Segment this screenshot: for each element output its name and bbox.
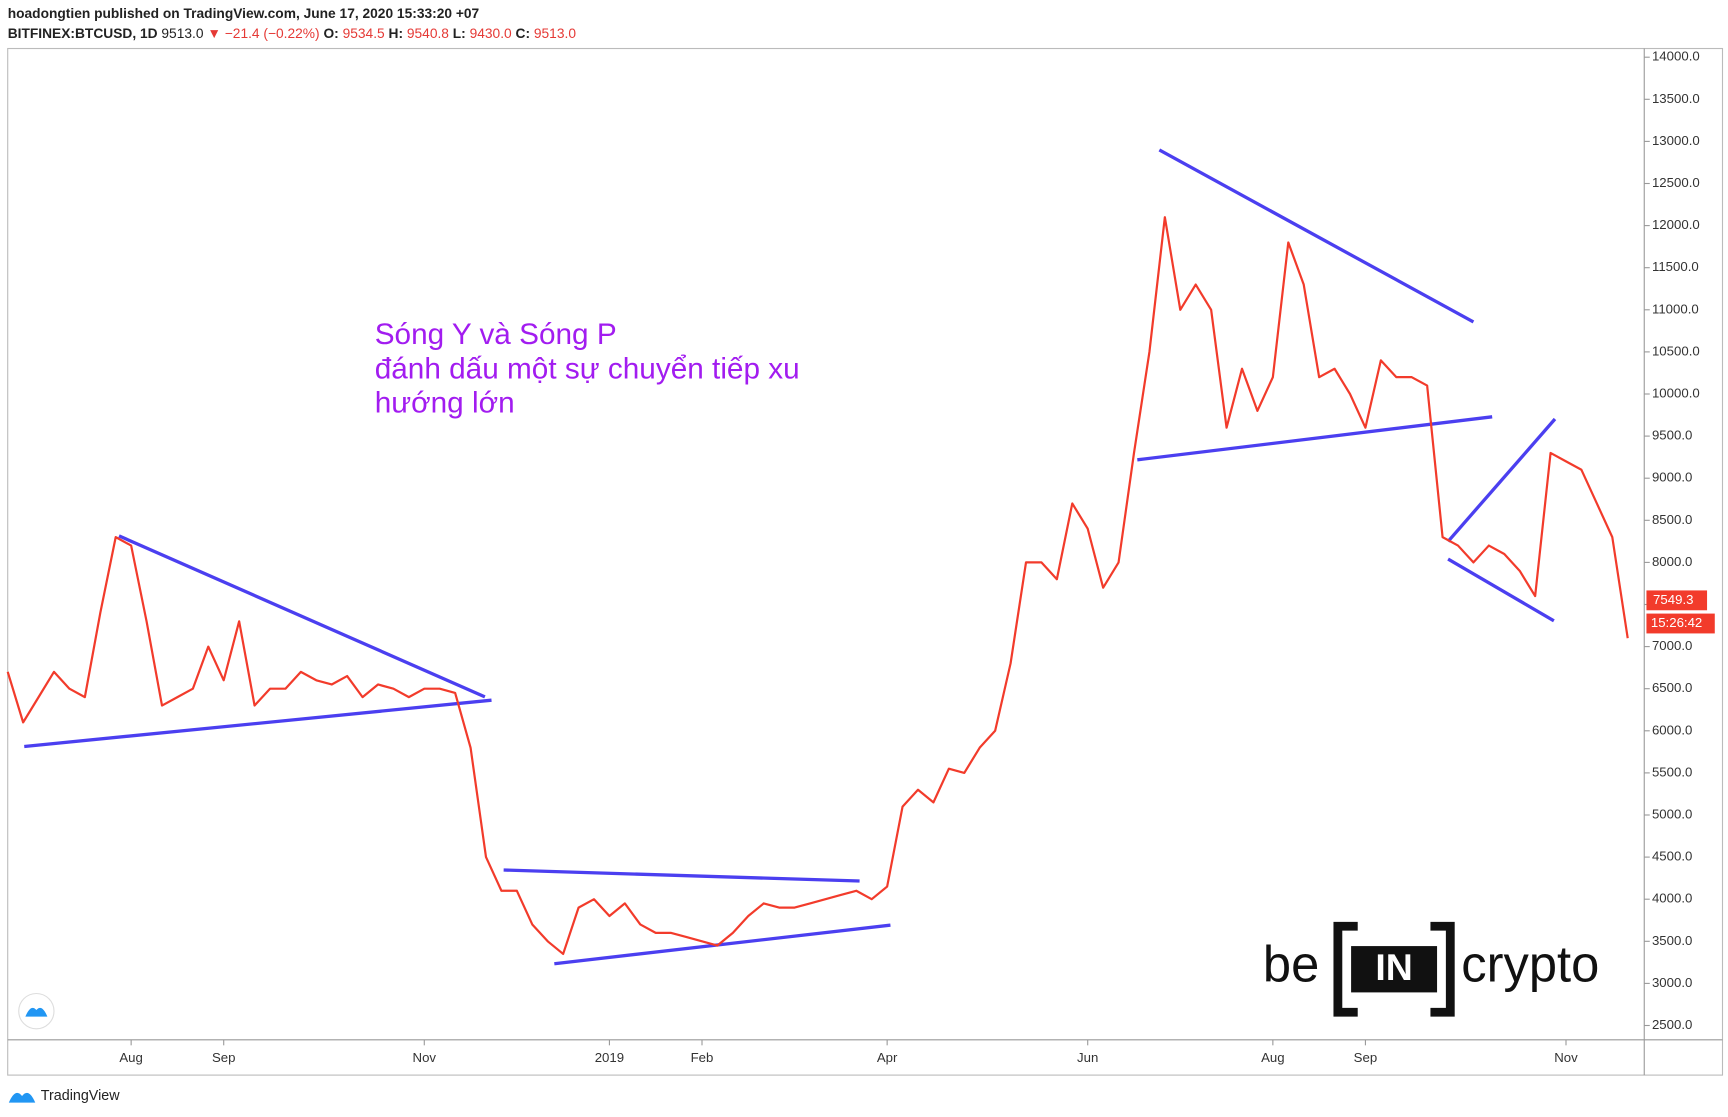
y-tick-label: 8500.0	[1652, 512, 1692, 527]
y-tick-label: 11500.0	[1652, 259, 1699, 274]
timer-label: 15:26:42	[1651, 615, 1702, 630]
y-tick-label: 10500.0	[1652, 343, 1700, 358]
x-tick-label: Sep	[1354, 1050, 1378, 1065]
change: ▼ −21.4 (−0.22%)	[207, 26, 319, 41]
x-tick-label: Feb	[691, 1050, 714, 1065]
beincrypto-logo: be IN crypto	[1263, 921, 1599, 1017]
x-tick-label: Nov	[1554, 1050, 1578, 1065]
y-tick-label: 4000.0	[1652, 891, 1692, 906]
x-tick-label: 2019	[595, 1050, 624, 1065]
last-price-marker	[1646, 590, 1708, 611]
footer-icon	[8, 1092, 36, 1103]
y-tick-label: 6500.0	[1652, 680, 1692, 695]
trend-lines	[24, 148, 1557, 966]
annotation-line: đánh dấu một sự chuyển tiếp xu	[375, 352, 800, 385]
y-tick-label: 13000.0	[1652, 133, 1700, 148]
y-tick-label: 3000.0	[1652, 975, 1692, 990]
chart-frame	[7, 47, 1724, 1076]
logo-text: IN	[1375, 946, 1412, 988]
x-tick-label: Aug	[1261, 1050, 1285, 1065]
ohlc-label: H:	[389, 26, 404, 41]
y-tick-label: 10000.0	[1652, 385, 1700, 400]
last-price-label: 7549.3	[1653, 592, 1693, 607]
y-tick-label: 8000.0	[1652, 554, 1692, 569]
ohlc-value: 9513.0	[534, 26, 576, 41]
symbol-legend: BITFINEX:BTCUSD, 1D 9513.0 ▼ −21.4 (−0.2…	[8, 26, 577, 41]
y-tick-label: 9500.0	[1652, 428, 1692, 443]
ohlc-value: 9540.8	[407, 26, 449, 41]
symbol-info: BITFINEX:BTCUSD, 1D 9513.0 ▼ −21.4 (−0.2…	[8, 26, 577, 41]
ohlc-label: O:	[323, 26, 338, 41]
trend-line	[1446, 417, 1557, 543]
trend-line	[554, 923, 891, 966]
x-tick-label: Nov	[413, 1050, 437, 1065]
ohlc-label: C:	[516, 26, 531, 41]
tv-badge-icon	[25, 1007, 48, 1017]
tv-badge	[18, 992, 55, 1030]
trend-line	[118, 534, 486, 699]
logo-bracket	[1333, 921, 1455, 1017]
trend-line	[503, 868, 860, 883]
x-tick-label: Sep	[212, 1050, 236, 1065]
annotation-line: Sóng Y và Sóng P	[375, 318, 617, 351]
logo-text: be	[1263, 936, 1319, 993]
y-tick-label: 5000.0	[1652, 806, 1692, 821]
publish-info: hoadongtien published on TradingView.com…	[8, 6, 480, 21]
x-tick-label: Aug	[119, 1050, 143, 1065]
ohlc-value: 9430.0	[470, 26, 512, 41]
symbol: BITFINEX:BTCUSD, 1D	[8, 26, 158, 41]
x-tick-label: Apr	[877, 1050, 898, 1065]
footer-brand: TradingView	[41, 1088, 120, 1104]
logo-box	[1351, 946, 1438, 993]
timer-box	[1646, 613, 1715, 634]
y-tick-label: 5500.0	[1652, 764, 1692, 779]
price-line	[6, 216, 1629, 956]
trend-line	[24, 698, 492, 749]
y-tick-label: 6000.0	[1652, 722, 1692, 737]
y-tick-label: 12000.0	[1652, 217, 1700, 232]
trend-line	[1137, 415, 1493, 462]
y-tick-label: 9000.0	[1652, 470, 1692, 485]
y-tick-label: 14000.0	[1652, 49, 1700, 64]
price: 9513.0	[161, 26, 203, 41]
ohlc-label: L:	[453, 26, 466, 41]
x-tick-label: Jun	[1077, 1050, 1098, 1065]
y-tick-label: 4500.0	[1652, 849, 1692, 864]
y-tick-label: 12500.0	[1652, 175, 1700, 190]
y-tick-label: 3500.0	[1652, 933, 1692, 948]
trend-line	[1158, 148, 1475, 324]
y-tick-label: 2500.0	[1652, 1017, 1692, 1032]
y-tick-label: 7000.0	[1652, 638, 1692, 653]
y-tick-label: 11000.0	[1652, 301, 1699, 316]
ohlc-value: 9534.5	[343, 26, 385, 41]
trend-line	[1447, 557, 1555, 623]
logo-text: crypto	[1461, 936, 1599, 993]
annotation: Sóng Y và Sóng P đánh dấu một sự chuyển …	[375, 318, 800, 419]
annotation-line: hướng lớn	[375, 387, 515, 420]
y-tick-label: 13500.0	[1652, 91, 1700, 106]
